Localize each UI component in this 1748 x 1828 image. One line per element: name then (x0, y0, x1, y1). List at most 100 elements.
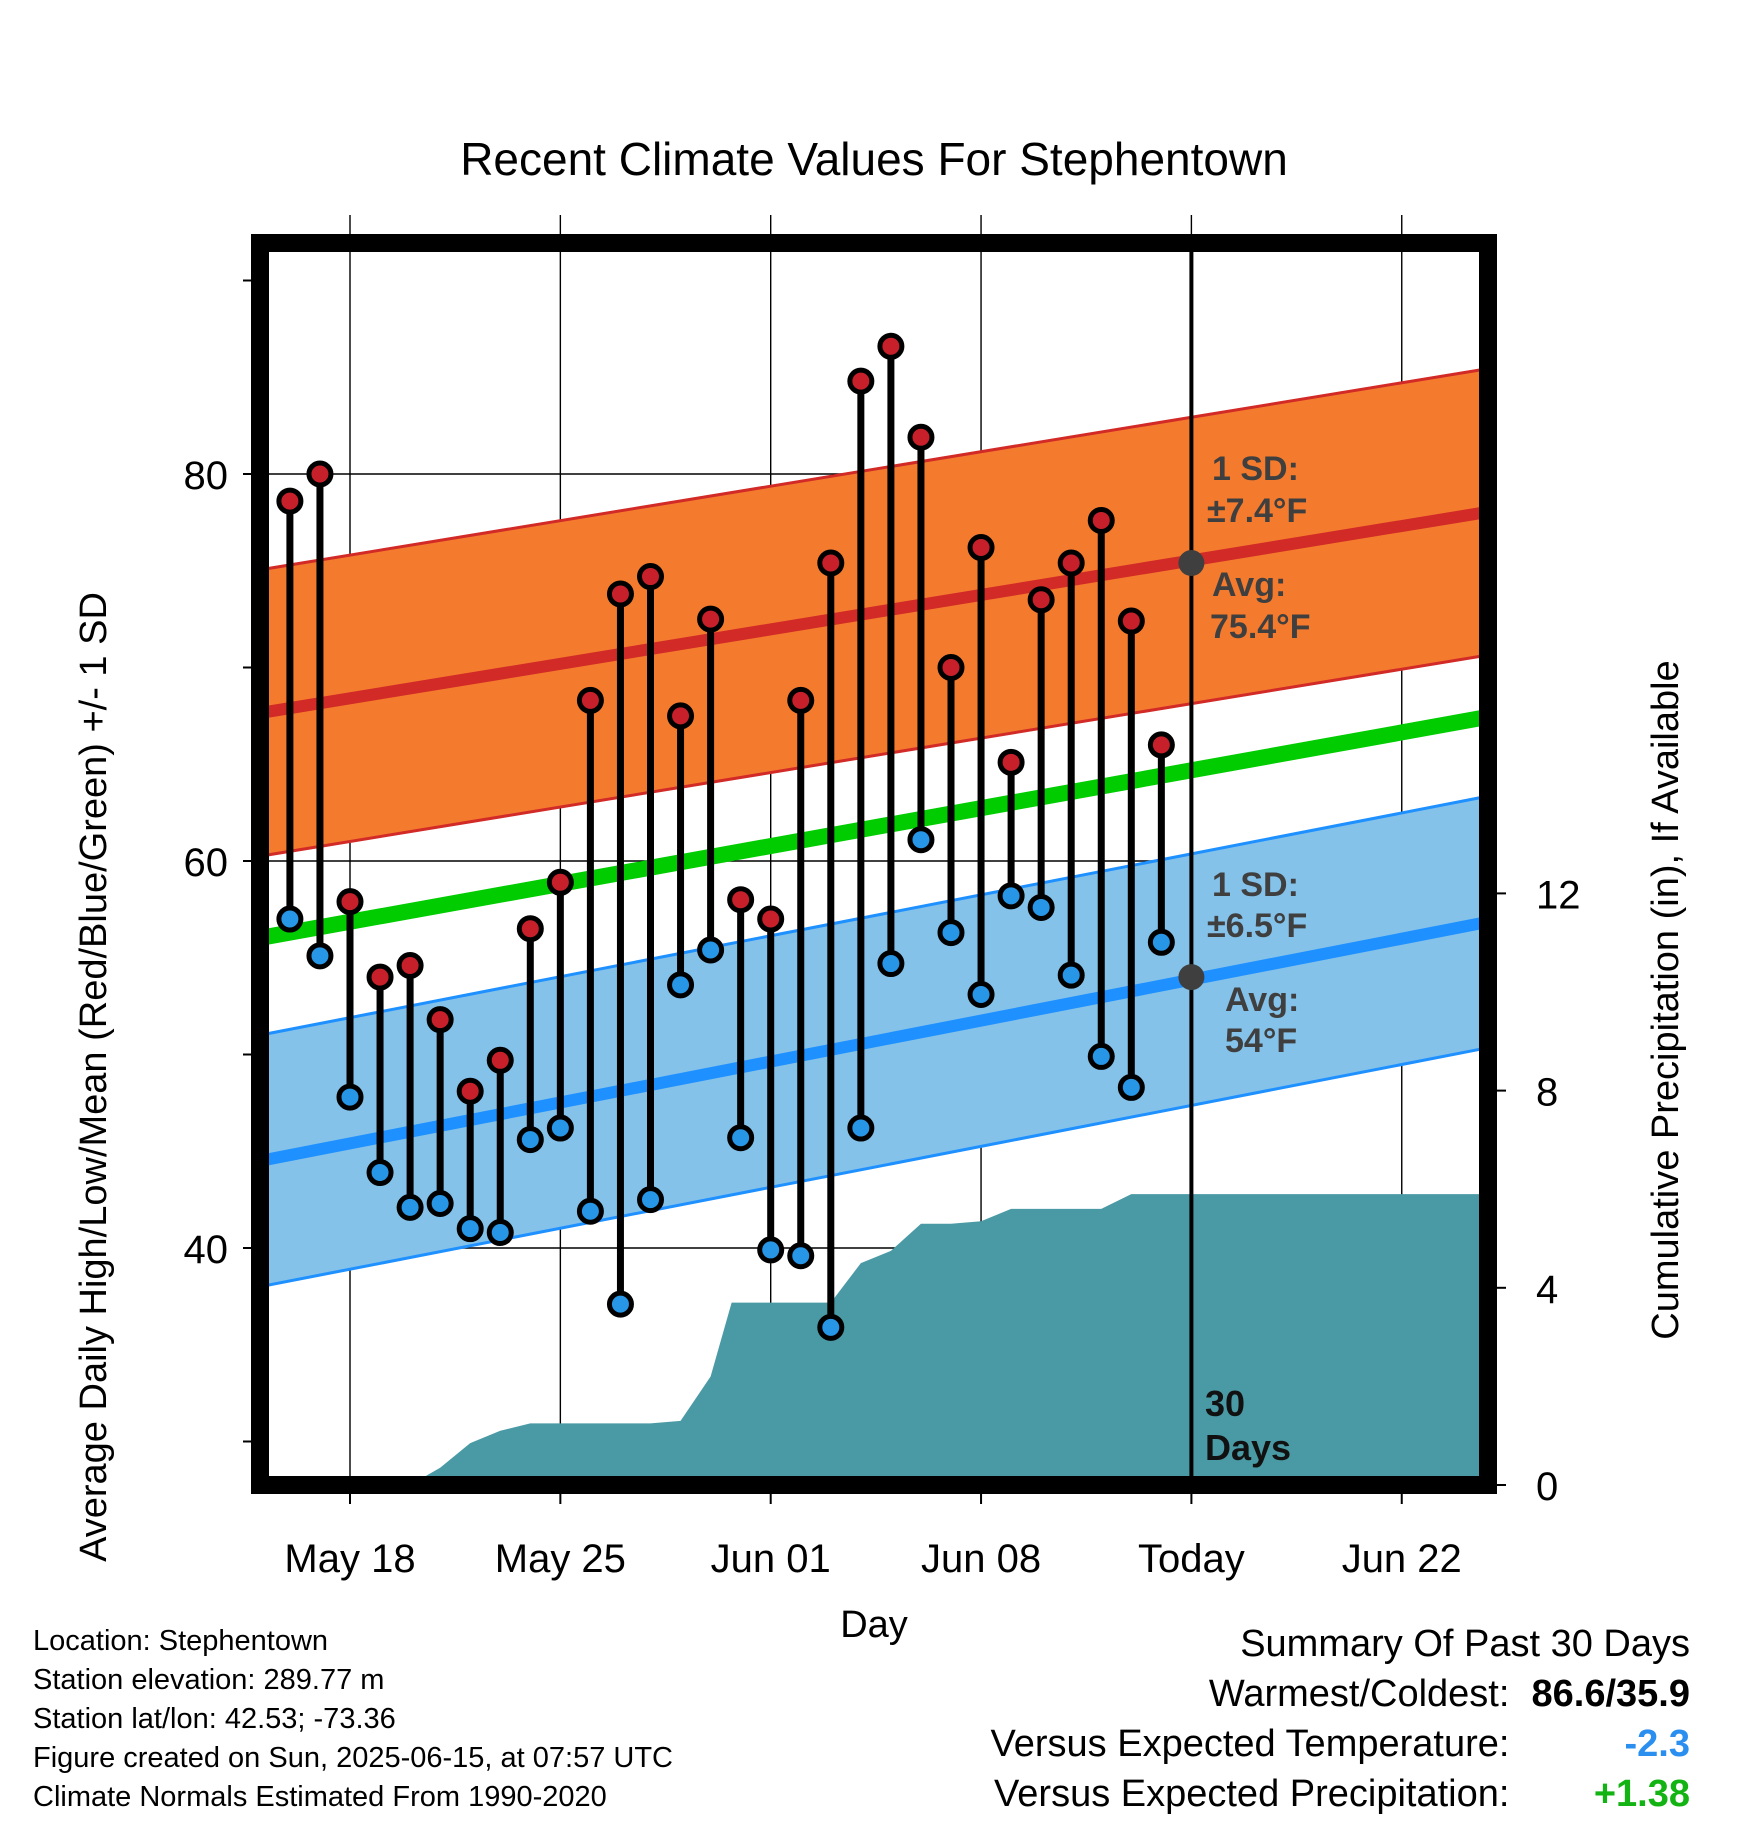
daily-high-point (697, 605, 725, 633)
mean-normal-line (252, 709, 1485, 947)
x-tick-label: Today (1138, 1537, 1245, 1581)
daily-high-point (937, 654, 965, 681)
daily-low-point (727, 1124, 755, 1152)
daily-high-point (456, 1077, 484, 1105)
high-avg-value: 75.4°F (1210, 608, 1311, 646)
high-normal-upper-edge (253, 368, 1484, 573)
daily-high-point (967, 534, 995, 562)
low-sd-value: ±6.5°F (1207, 907, 1307, 945)
days-label-count: 30 (1205, 1383, 1245, 1424)
daily-low-point (937, 919, 965, 947)
daily-high-point (907, 423, 935, 451)
daily-low-point (757, 1236, 785, 1264)
today-high-marker (1178, 550, 1205, 577)
daily-high-point (336, 888, 364, 916)
daily-high-point (366, 963, 394, 991)
summary-panel: Summary Of Past 30 Days Warmest/Coldest:… (991, 1619, 1690, 1819)
low-avg-value: 54°F (1225, 1022, 1297, 1060)
x-tick-label: Jun 01 (711, 1537, 831, 1581)
daily-high-point (1087, 506, 1115, 534)
daily-high-point (667, 702, 695, 730)
daily-low-point (546, 1114, 574, 1142)
right-tick-label: 4 (1536, 1268, 1558, 1312)
left-tick-label: 60 (184, 841, 229, 885)
summary-warmest-row: Warmest/Coldest: 86.6/35.9 (991, 1669, 1690, 1719)
summary-precip-label: Versus Expected Precipitation: (994, 1773, 1510, 1815)
daily-low-point (697, 936, 725, 964)
daily-low-point (997, 882, 1025, 910)
low-avg-label: Avg: (1225, 981, 1299, 1019)
high-avg-label: Avg: (1212, 566, 1286, 604)
daily-low-point (817, 1313, 845, 1341)
daily-low-point (637, 1186, 664, 1214)
today-low-marker (1178, 964, 1205, 991)
info-location: Location: Stephentown (33, 1625, 329, 1657)
high-normal-line (252, 506, 1484, 720)
x-tick-label: Jun 22 (1342, 1537, 1462, 1581)
daily-high-point (306, 460, 334, 488)
daily-high-point (606, 580, 634, 608)
daily-low-point (366, 1159, 394, 1187)
x-tick-label: Jun 08 (921, 1537, 1041, 1581)
daily-high-point (877, 332, 905, 360)
daily-low-point (396, 1193, 424, 1221)
daily-low-point (1087, 1042, 1115, 1070)
summary-warmest-value: 86.6/35.9 (1531, 1673, 1690, 1715)
info-elevation: Station elevation: 289.77 m (33, 1664, 385, 1696)
info-created: Figure created on Sun, 2025-06-15, at 07… (33, 1742, 673, 1774)
low-normal-lower-edge (253, 1047, 1484, 1290)
precipitation-area (289, 1194, 1483, 1485)
daily-high-point (757, 905, 785, 933)
daily-low-point (486, 1219, 514, 1247)
days-label: 30 Days (1205, 1383, 1291, 1468)
daily-high-point (1147, 731, 1175, 759)
daily-low-point (336, 1083, 364, 1111)
daily-low-point (276, 905, 304, 933)
daily-high-point (1027, 586, 1055, 614)
daily-low-point (1027, 893, 1055, 921)
daily-high-point (1117, 607, 1145, 635)
daily-high-point (546, 868, 574, 896)
high-annotation: 1 SD: ±7.4°F Avg: 75.4°F (1207, 450, 1311, 646)
station-info: Location: Stephentown Station elevation:… (33, 1622, 673, 1817)
daily-high-point (817, 549, 845, 577)
daily-low-point (967, 981, 995, 1009)
daily-high-point (576, 686, 604, 714)
daily-low-point (576, 1197, 604, 1225)
chart-title: Recent Climate Values For Stephentown (460, 133, 1288, 185)
left-tick-label: 40 (184, 1228, 229, 1272)
daily-high-point (997, 748, 1025, 776)
low-sd-label: 1 SD: (1212, 866, 1299, 904)
y-axis-title-right: Cumulative Precipitation (in), If Availa… (1645, 660, 1687, 1339)
plot-area: 40 60 80 0 4 8 12 May 18 May 25 Jun 01 Jun 08 Today… (184, 215, 1581, 1581)
daily-low-point (456, 1215, 484, 1243)
daily-low-point (426, 1189, 454, 1217)
daily-high-point (486, 1046, 514, 1074)
daily-low-point (516, 1126, 544, 1154)
x-axis-title: Day (840, 1604, 908, 1646)
daily-high-point (787, 686, 815, 714)
daily-low-point (1057, 961, 1085, 989)
right-tick-label: 12 (1536, 873, 1581, 917)
daily-high-point (276, 487, 304, 515)
daily-high-point (727, 886, 755, 914)
low-normal-line (252, 917, 1485, 1169)
x-tick-label: May 18 (284, 1537, 415, 1581)
y-axis-title-left: Average Daily High/Low/Mean (Red/Blue/Gr… (73, 592, 115, 1562)
daily-high-point (637, 563, 664, 591)
summary-title: Summary Of Past 30 Days (1240, 1623, 1690, 1665)
info-latlon: Station lat/lon: 42.53; -73.36 (33, 1703, 396, 1735)
plot-frame (251, 234, 1497, 1494)
daily-low-point (877, 950, 905, 978)
high-sd-label: 1 SD: (1212, 450, 1299, 488)
daily-low-point (847, 1114, 875, 1142)
low-normal-upper-edge (253, 795, 1484, 1038)
right-tick-label: 8 (1536, 1071, 1558, 1115)
daily-low-point (1117, 1073, 1145, 1101)
summary-precip-row: Versus Expected Precipitation: +1.38 (991, 1769, 1690, 1819)
daily-low-point (667, 971, 695, 999)
daily-high-point (516, 915, 544, 943)
daily-low-point (907, 826, 935, 854)
daily-low-point (306, 942, 334, 970)
